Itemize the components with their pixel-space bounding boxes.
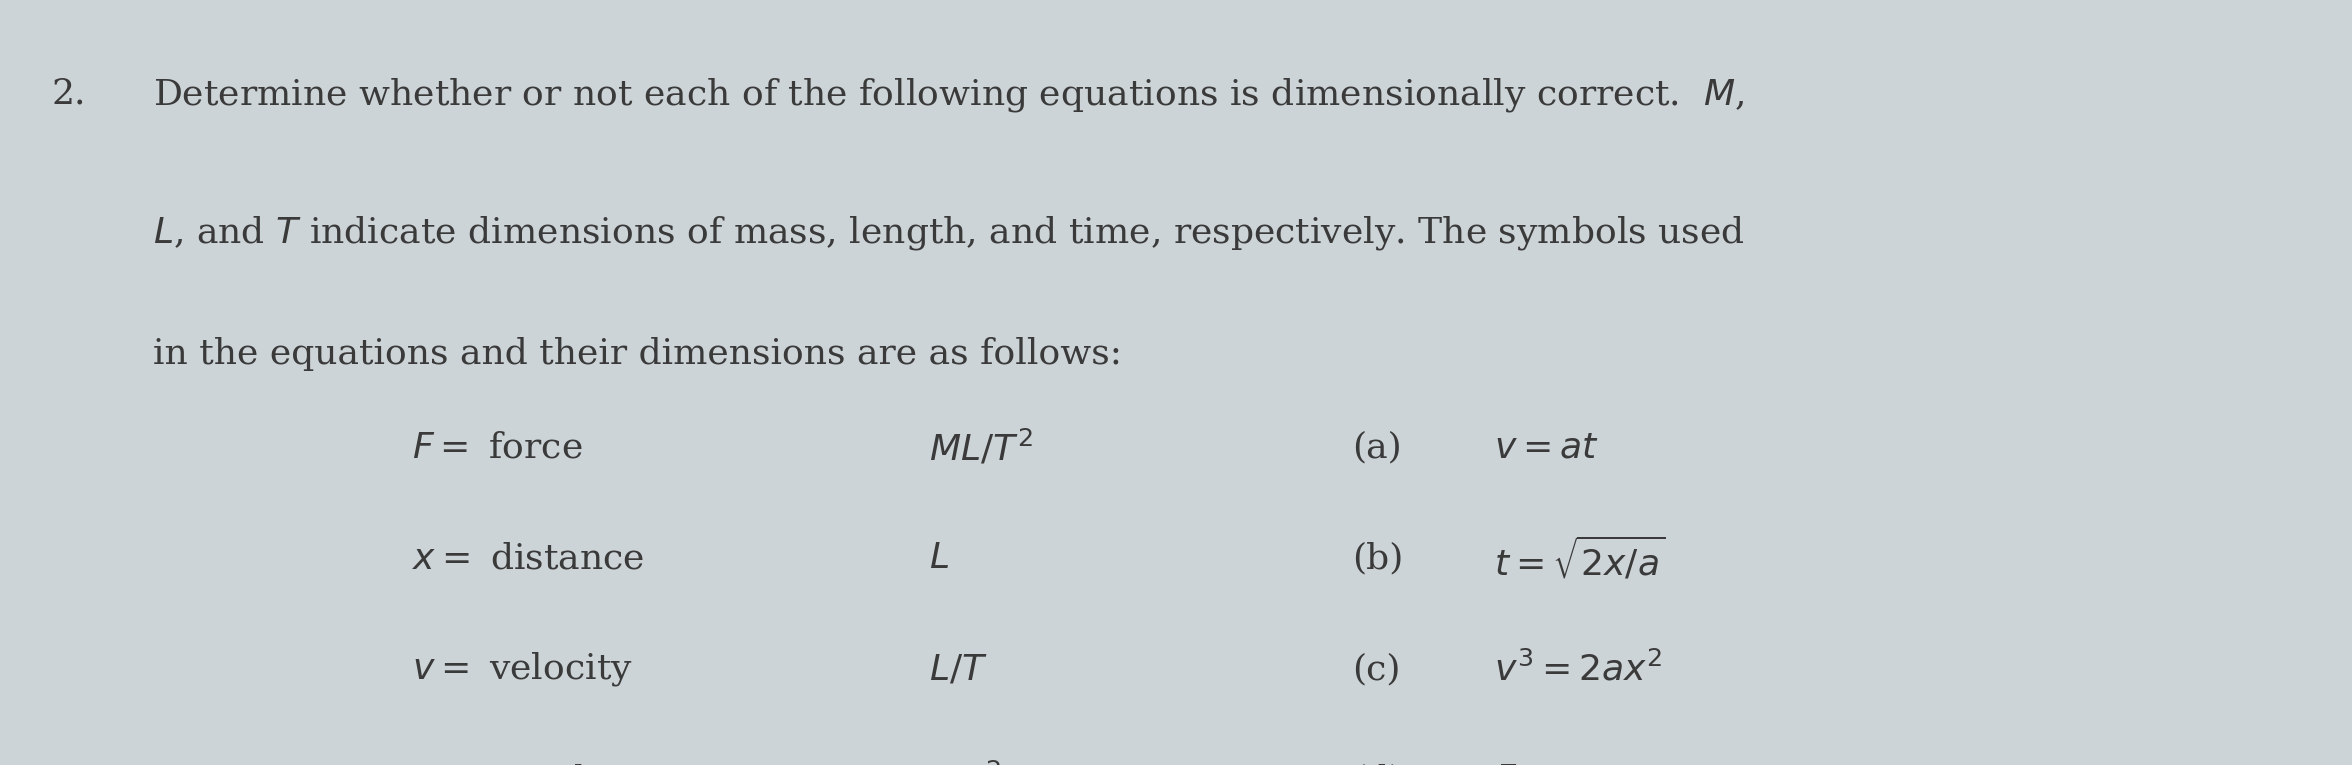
Text: (b): (b) (1352, 542, 1404, 575)
Text: Determine whether or not each of the following equations is dimensionally correc: Determine whether or not each of the fol… (153, 76, 1745, 115)
Text: $v = at$: $v = at$ (1494, 431, 1599, 464)
Text: $v^3 = 2ax^2$: $v^3 = 2ax^2$ (1494, 651, 1663, 688)
Text: $t = \sqrt{2x/a}$: $t = \sqrt{2x/a}$ (1494, 535, 1665, 582)
Text: (c): (c) (1352, 653, 1402, 686)
Text: $L/T^2$: $L/T^2$ (929, 760, 1002, 765)
Text: 2.: 2. (52, 76, 87, 110)
Text: $v =$ velocity: $v =$ velocity (412, 650, 633, 688)
Text: $F =$ force: $F =$ force (412, 431, 583, 464)
Text: $L$: $L$ (929, 542, 948, 575)
Text: $L/T$: $L/T$ (929, 653, 988, 686)
Text: $L$, and $T$ indicate dimensions of mass, length, and time, respectively. The sy: $L$, and $T$ indicate dimensions of mass… (153, 214, 1745, 252)
Text: in the equations and their dimensions are as follows:: in the equations and their dimensions ar… (153, 337, 1122, 370)
Text: (a): (a) (1352, 431, 1402, 464)
Text: $x =$ distance: $x =$ distance (412, 542, 644, 575)
Text: (d): (d) (1352, 763, 1404, 765)
Text: $a =$ acceleration: $a =$ acceleration (412, 763, 717, 765)
Text: $F = mv\,x$: $F = mv\,x$ (1494, 763, 1644, 765)
Text: $ML/T^2$: $ML/T^2$ (929, 428, 1033, 467)
